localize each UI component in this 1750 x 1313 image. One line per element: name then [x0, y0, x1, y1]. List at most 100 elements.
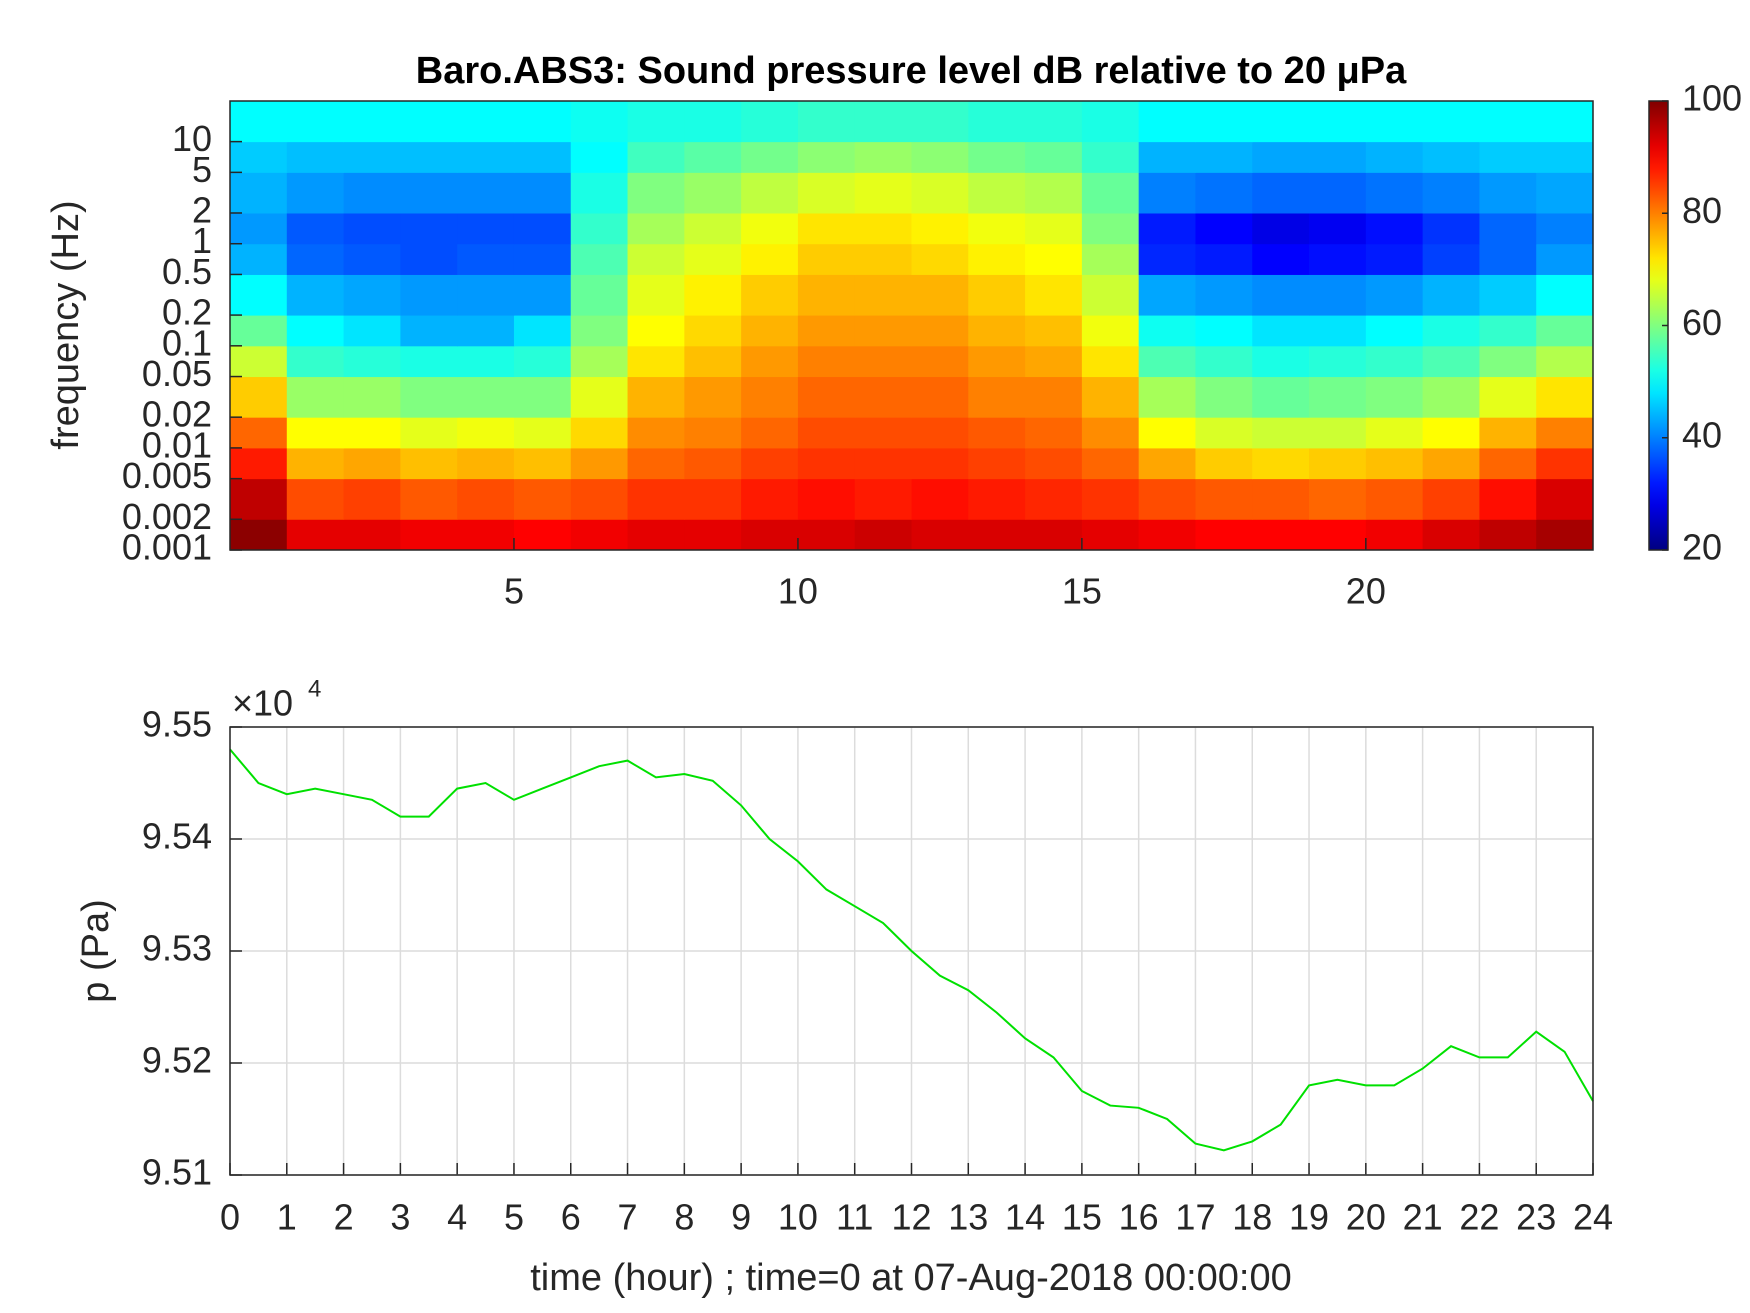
heat-cell	[457, 274, 515, 316]
heat-cell	[1309, 274, 1367, 316]
heat-cell	[457, 345, 515, 378]
heat-cell	[1479, 141, 1537, 173]
x-tick-label: 23	[1516, 1197, 1556, 1238]
heat-cell	[343, 345, 401, 378]
heat-cell	[457, 447, 515, 480]
heat-cell	[286, 315, 345, 347]
heat-cell	[1422, 315, 1480, 347]
x-tick-label: 20	[1346, 571, 1386, 612]
heat-cell	[343, 447, 401, 480]
colorbar-tick-label: 60	[1682, 302, 1722, 343]
heat-cell	[286, 447, 345, 480]
heat-cell	[400, 101, 458, 143]
heat-cell	[1536, 478, 1594, 520]
heat-cell	[1479, 519, 1537, 551]
heat-cell	[741, 141, 799, 173]
heat-cell	[1195, 447, 1253, 480]
heat-cell	[570, 315, 629, 347]
heat-cell	[684, 212, 742, 245]
heat-cell	[911, 376, 969, 418]
heat-cell	[513, 212, 572, 245]
heat-cell	[627, 447, 685, 480]
heat-cell	[1138, 141, 1196, 173]
heat-cell	[684, 101, 742, 143]
heat-cell	[570, 417, 629, 449]
heat-cell	[968, 243, 1026, 275]
x-tick-label: 15	[1062, 1197, 1102, 1238]
heat-cell	[741, 172, 799, 214]
y-tick-label: 1	[192, 220, 212, 261]
heat-cell	[1081, 519, 1140, 551]
heat-cell	[1422, 376, 1480, 418]
heat-cell	[1195, 478, 1253, 520]
heat-cell	[741, 101, 799, 143]
heat-cell	[513, 478, 572, 520]
heat-cell	[684, 376, 742, 418]
heat-cell	[343, 141, 401, 173]
heat-cell	[343, 274, 401, 316]
heat-cell	[1081, 376, 1140, 418]
heat-cell	[286, 101, 345, 143]
y-tick-label: 0.01	[142, 424, 212, 465]
heat-cell	[1479, 376, 1537, 418]
heat-cell	[1138, 417, 1196, 449]
x-tick-label: 24	[1573, 1197, 1613, 1238]
heat-cell	[1365, 172, 1424, 214]
heat-cell	[513, 101, 572, 143]
heat-cell	[1365, 519, 1424, 551]
heat-cell	[230, 478, 288, 520]
y-tick-label: 0.002	[122, 496, 212, 537]
x-tick-label: 10	[778, 1197, 818, 1238]
heat-cell	[741, 478, 799, 520]
heat-cell	[1309, 417, 1367, 449]
heat-cell	[741, 212, 799, 245]
heat-cell	[1195, 519, 1253, 551]
heat-cell	[797, 274, 856, 316]
heat-cell	[684, 478, 742, 520]
heat-cell	[1536, 172, 1594, 214]
heat-cell	[1365, 141, 1424, 173]
heat-cell	[1081, 172, 1140, 214]
heat-cell	[1252, 212, 1310, 245]
heat-cell	[854, 243, 912, 275]
x-tick-label: 1	[277, 1197, 297, 1238]
x-tick-label: 10	[778, 571, 818, 612]
heat-cell	[1365, 376, 1424, 418]
heat-cell	[797, 172, 856, 214]
heat-cell	[1081, 274, 1140, 316]
heat-cell	[1025, 447, 1083, 480]
heat-cell	[968, 478, 1026, 520]
heat-cell	[343, 212, 401, 245]
heat-cell	[1252, 243, 1310, 275]
heat-cell	[1081, 478, 1140, 520]
x-tick-label: 5	[504, 1197, 524, 1238]
heat-cell	[741, 345, 799, 378]
heat-cell	[1309, 212, 1367, 245]
heat-cell	[570, 478, 629, 520]
x-tick-label: 17	[1175, 1197, 1215, 1238]
heat-cell	[1422, 172, 1480, 214]
heat-cell	[968, 376, 1026, 418]
heat-cell	[230, 172, 288, 214]
heat-cell	[627, 315, 685, 347]
heat-cell	[968, 212, 1026, 245]
heat-cell	[627, 519, 685, 551]
heat-cell	[1138, 212, 1196, 245]
heat-cell	[797, 519, 856, 551]
heat-cell	[911, 243, 969, 275]
heat-cell	[1309, 315, 1367, 347]
heat-cell	[1422, 478, 1480, 520]
heat-cell	[1309, 376, 1367, 418]
heat-cell	[854, 417, 912, 449]
heat-cell	[911, 274, 969, 316]
heat-cell	[1479, 172, 1537, 214]
heat-cell	[1025, 345, 1083, 378]
heat-cell	[230, 101, 288, 143]
heat-cell	[570, 101, 629, 143]
heat-cell	[1081, 243, 1140, 275]
heat-cell	[1138, 447, 1196, 480]
heat-cell	[513, 345, 572, 378]
heat-cell	[627, 376, 685, 418]
x-tick-label: 4	[447, 1197, 467, 1238]
